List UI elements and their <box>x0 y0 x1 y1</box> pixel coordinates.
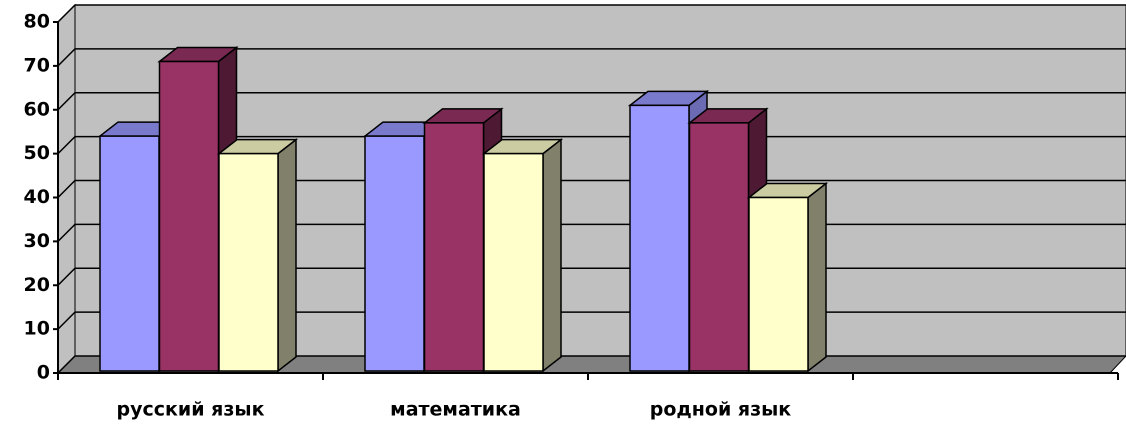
bar-front <box>629 104 690 372</box>
grid-line <box>57 4 1126 23</box>
grid-line <box>57 92 1126 111</box>
bar-side <box>807 181 827 373</box>
bar-front <box>483 152 544 372</box>
y-tick-label: 30 <box>24 230 50 252</box>
y-tick-label: 70 <box>24 54 50 76</box>
bar <box>481 138 564 373</box>
y-tick-label: 0 <box>37 362 50 384</box>
y-tick-label: 10 <box>24 318 50 340</box>
bar-front <box>218 152 279 372</box>
x-tick-label: русский язык <box>117 399 265 421</box>
bar <box>157 45 239 373</box>
bar-side <box>277 138 297 373</box>
x-tick-label: математика <box>390 399 521 421</box>
bar <box>746 181 829 373</box>
grid-line <box>57 135 1126 155</box>
bar-front <box>423 122 485 372</box>
y-tick-label: 50 <box>24 142 50 164</box>
y-tick-label: 40 <box>24 186 50 208</box>
grid-line <box>57 48 1126 67</box>
bar <box>216 138 299 373</box>
x-tick-label: родной язык <box>650 399 792 421</box>
y-tick-label: 60 <box>24 98 50 120</box>
bar-front <box>158 60 220 372</box>
bar-front <box>364 135 425 372</box>
y-tick-label: 80 <box>24 11 50 33</box>
bar-front <box>748 196 809 372</box>
bar-front <box>99 135 160 372</box>
bar-front <box>688 122 750 372</box>
y-tick-label: 20 <box>24 274 50 296</box>
grid-line <box>57 179 1126 199</box>
bar-side <box>542 138 562 373</box>
